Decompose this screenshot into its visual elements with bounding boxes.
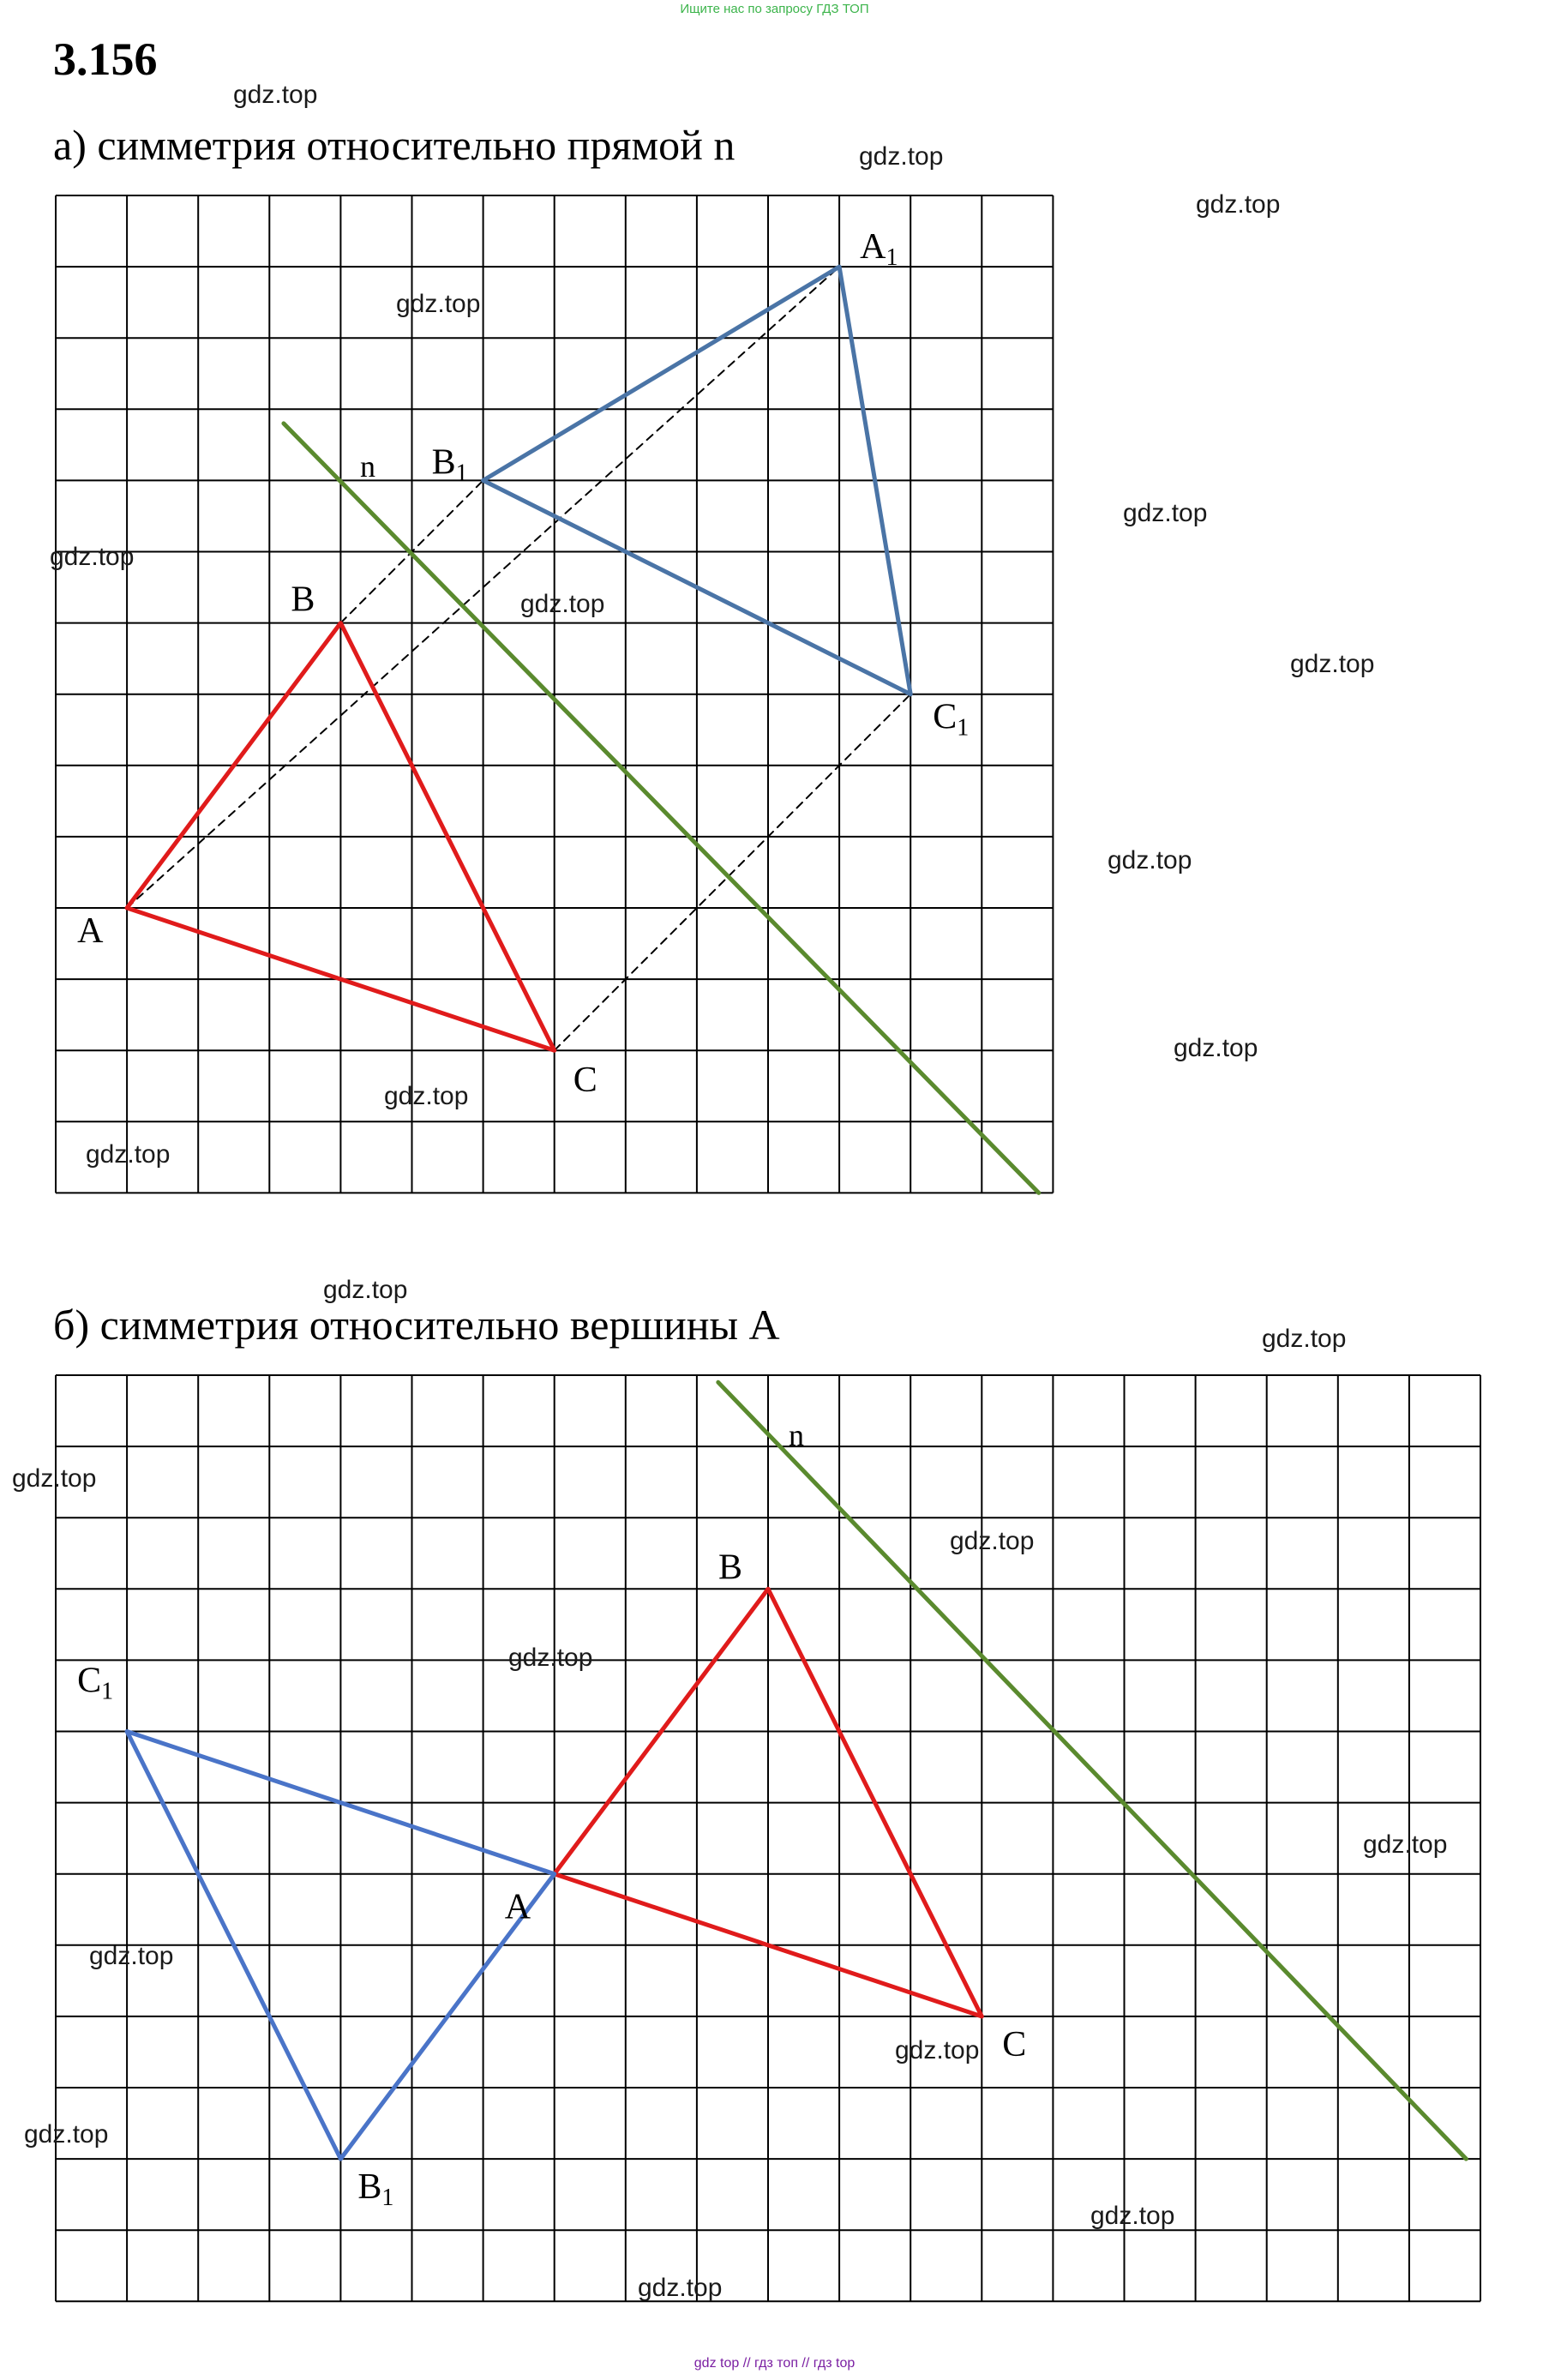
watermark: gdz.top	[1196, 190, 1281, 219]
point-label-b1: B1	[357, 2167, 393, 2211]
watermark: gdz.top	[89, 1942, 174, 1970]
part-b-title: б) симметрия относительно вершины А	[53, 1301, 780, 1349]
watermark: gdz.top	[950, 1527, 1035, 1555]
point-label-a1-subscript: 1	[886, 244, 898, 271]
watermark: gdz.top	[1290, 650, 1375, 678]
point-label-c1: C1	[77, 1662, 113, 1705]
point-label-a1: A1	[860, 227, 898, 271]
top-note: Ищите нас по запросу ГДЗ ТОП	[680, 2, 869, 16]
point-label-b1-subscript: 1	[456, 460, 468, 486]
figure-a: n A B C A1 B1 C1	[55, 195, 1054, 1195]
part-a-title: а) симметрия относительно прямой n	[53, 121, 735, 169]
point-label-b: B	[291, 580, 315, 620]
point-label-b1: B1	[432, 442, 468, 486]
watermark: gdz.top	[508, 1644, 593, 1672]
watermark: gdz.top	[384, 1082, 469, 1110]
watermark: gdz.top	[24, 2120, 109, 2149]
line-n-label: n	[789, 1418, 804, 1452]
watermark: gdz.top	[323, 1276, 408, 1304]
point-label-a: A	[505, 1888, 531, 1927]
triangle-ab1c1	[124, 1729, 557, 2161]
watermark: gdz.top	[1174, 1034, 1258, 1062]
point-label-c1: C1	[933, 698, 969, 742]
point-label-b: B	[718, 1548, 742, 1587]
watermark: gdz.top	[233, 81, 318, 109]
point-label-a: A	[77, 911, 104, 951]
watermark: gdz.top	[86, 1140, 171, 1169]
point-label-c: C	[573, 1061, 597, 1100]
construction-line-c-c1	[553, 693, 912, 1052]
line-n	[716, 1379, 1468, 2161]
point-label-c1-subscript: 1	[101, 1679, 113, 1705]
watermark: gdz.top	[1090, 2202, 1175, 2230]
watermark: gdz.top	[1262, 1325, 1347, 1353]
point-label-c: C	[1002, 2025, 1026, 2064]
watermark: gdz.top	[1108, 846, 1192, 874]
line-n-label: n	[360, 449, 375, 484]
watermark: gdz.top	[1363, 1830, 1448, 1859]
watermark: gdz.top	[859, 142, 944, 171]
problem-number: 3.156	[53, 33, 158, 85]
watermark: gdz.top	[12, 1464, 97, 1493]
point-label-c1-subscript: 1	[957, 715, 969, 742]
figure-b: n A B C B1 C1	[55, 1374, 1481, 2303]
watermark: gdz.top	[396, 290, 481, 318]
line-n	[281, 421, 1042, 1195]
watermark: gdz.top	[895, 2036, 980, 2064]
watermark: gdz.top	[638, 2274, 723, 2302]
triangle-abc	[552, 1586, 984, 2019]
construction-line-a-a1	[126, 266, 841, 909]
watermark: gdz.top	[50, 543, 135, 571]
footer-note: gdz top // гдз топ // гдз top	[693, 2356, 856, 2371]
watermark: gdz.top	[520, 590, 605, 618]
point-label-b1-subscript: 1	[381, 2185, 393, 2211]
watermark: gdz.top	[1123, 499, 1208, 527]
triangle-a1b1c1	[481, 264, 913, 697]
triangle-abc	[124, 621, 557, 1053]
